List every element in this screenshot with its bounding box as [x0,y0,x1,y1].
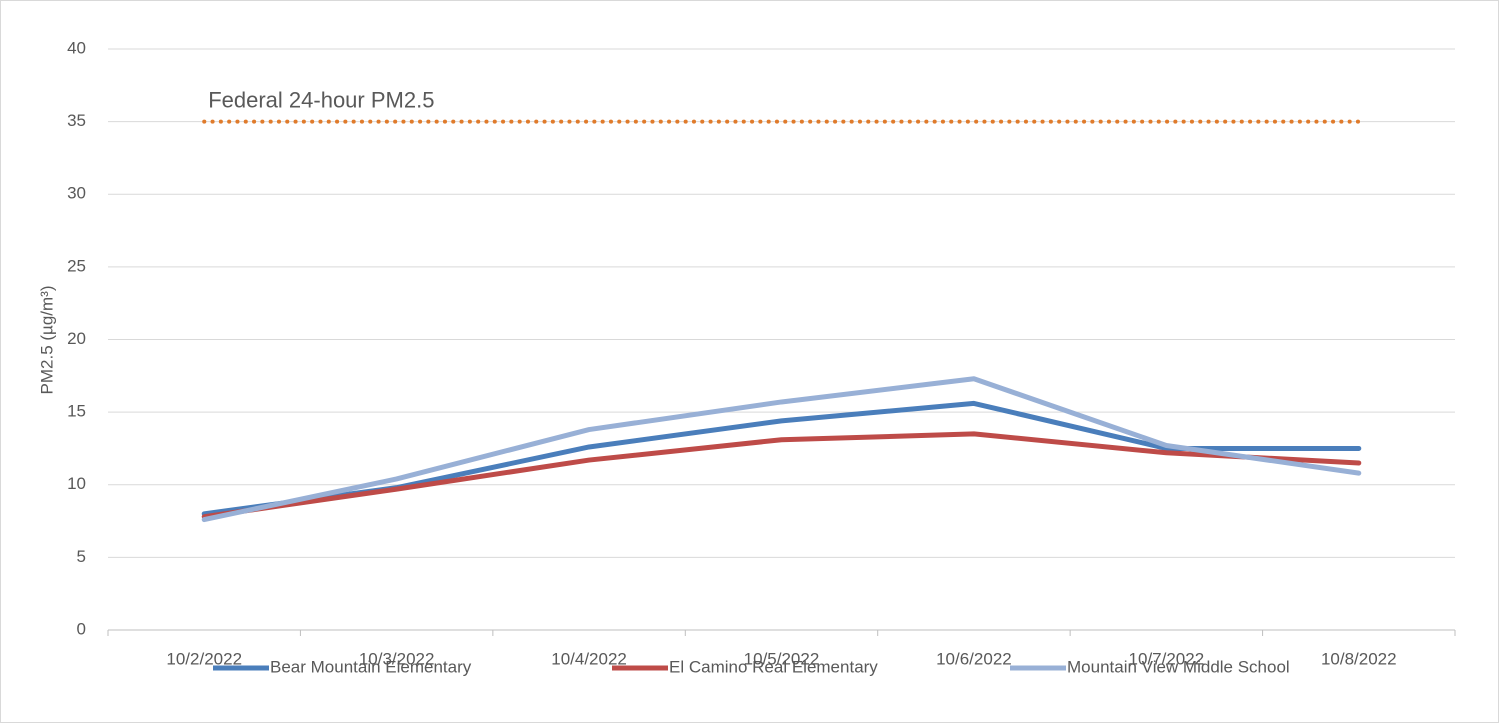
x-tick-label: 10/2/2022 [166,649,242,668]
x-tick-label: 10/3/2022 [359,649,435,668]
y-tick-label: 0 [77,619,86,638]
y-tick-label: 20 [67,329,86,348]
legend-label: Bear Mountain Elementary [270,657,472,676]
series-line [201,431,1362,520]
y-tick-label: 35 [67,111,86,130]
y-tick-label: 5 [77,547,86,566]
y-tick-label: 15 [67,402,86,421]
y-axis-label: PM2.5 (µg/m³) [37,286,56,395]
x-tick-label: 10/8/2022 [1321,649,1397,668]
y-tick-label: 30 [67,184,86,203]
y-tick-label: 25 [67,256,86,275]
x-tick-label: 10/5/2022 [744,649,820,668]
x-tick-label: 10/4/2022 [551,649,627,668]
reference-label: Federal 24-hour PM2.5 [208,87,434,112]
x-tick-label: 10/7/2022 [1129,649,1205,668]
y-tick-label: 10 [67,474,86,493]
series-line [201,376,1362,523]
x-tick-label: 10/6/2022 [936,649,1012,668]
legend-label: El Camino Real Elementary [669,657,878,676]
y-tick-label: 40 [67,38,86,57]
legend-label: Mountain View Middle School [1067,657,1290,676]
